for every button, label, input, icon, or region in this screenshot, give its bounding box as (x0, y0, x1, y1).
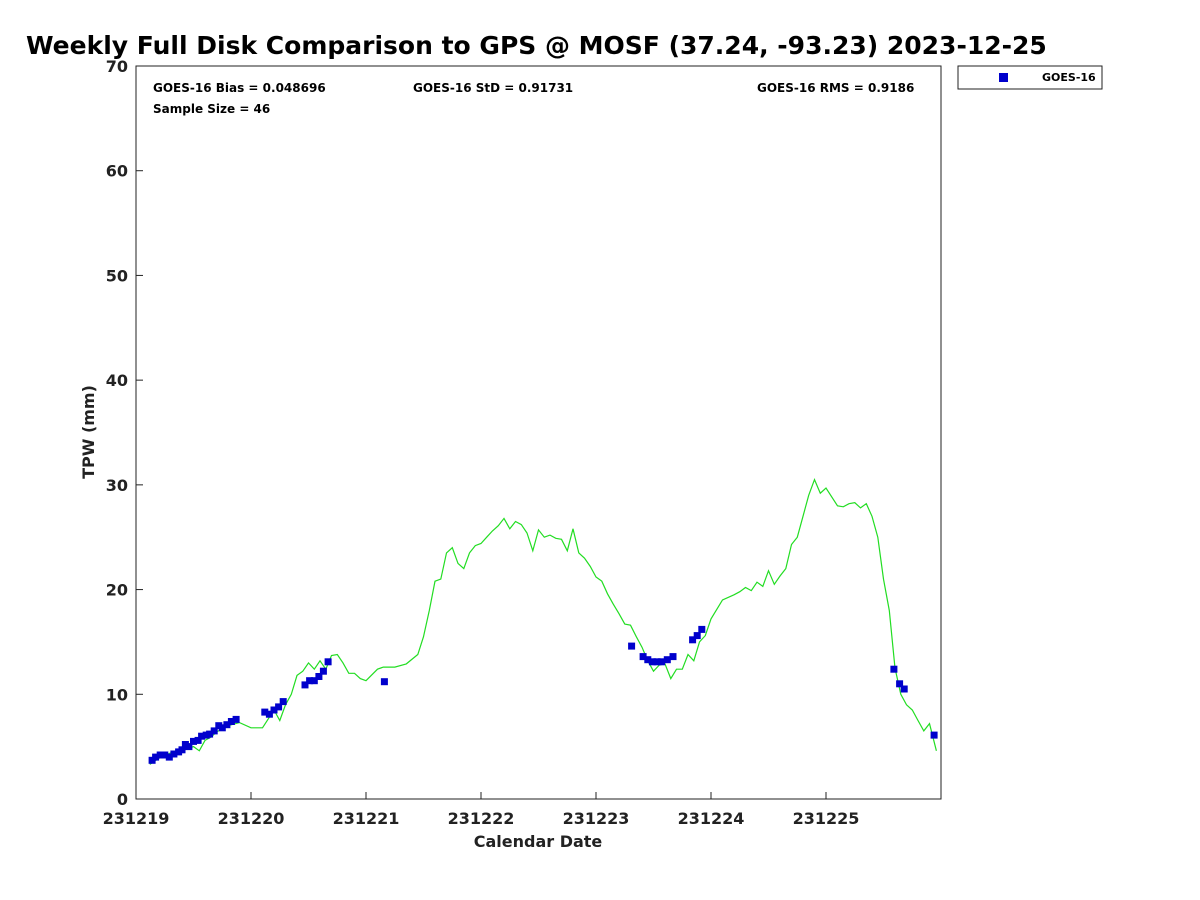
y-tick-label: 50 (106, 266, 128, 285)
data-point-goes16 (161, 751, 169, 759)
data-point-goes16 (306, 677, 314, 685)
data-point-goes16 (930, 731, 938, 739)
data-point-goes16 (185, 743, 193, 751)
data-point-goes16 (644, 656, 652, 664)
data-point-goes16 (210, 727, 218, 735)
y-tick-label: 30 (106, 476, 128, 495)
y-tick-label: 20 (106, 581, 128, 600)
stat-rms: GOES-16 RMS = 0.9186 (757, 81, 914, 95)
chart-title: Weekly Full Disk Comparison to GPS @ MOS… (26, 31, 1047, 60)
data-point-goes16 (693, 632, 701, 640)
y-tick-label: 70 (106, 57, 128, 76)
y-tick-label: 10 (106, 685, 128, 704)
data-point-goes16 (178, 746, 186, 754)
data-point-goes16 (301, 681, 309, 689)
data-point-goes16 (265, 710, 273, 718)
data-point-goes16 (194, 736, 202, 744)
y-tick-label: 40 (106, 371, 128, 390)
x-tick-label: 231221 (333, 809, 400, 828)
data-point-goes16 (628, 642, 636, 650)
stat-bias: GOES-16 Bias = 0.048696 (153, 81, 326, 95)
data-point-goes16 (669, 653, 677, 661)
series-line-gps (149, 477, 937, 765)
data-point-goes16 (310, 677, 318, 685)
x-tick-label: 231224 (678, 809, 745, 828)
x-tick-label: 231225 (793, 809, 860, 828)
data-point-goes16 (324, 658, 332, 666)
data-point-goes16 (227, 718, 235, 725)
data-point-goes16 (218, 724, 226, 732)
data-point-goes16 (639, 653, 647, 661)
data-point-goes16 (900, 685, 908, 693)
legend: GOES-16 (957, 65, 1103, 90)
data-point-goes16 (198, 732, 206, 740)
data-point-goes16 (689, 636, 697, 644)
data-point-goes16 (663, 656, 671, 664)
data-point-goes16 (156, 751, 164, 759)
y-tick-label: 0 (117, 790, 128, 809)
data-point-goes16 (275, 703, 283, 711)
data-point-goes16 (319, 667, 327, 675)
series-layer (148, 477, 938, 765)
x-tick-label: 231220 (218, 809, 285, 828)
y-axis-label: TPW (mm) (79, 385, 98, 479)
data-point-goes16 (890, 665, 898, 673)
data-point-goes16 (170, 750, 178, 758)
data-point-goes16 (190, 737, 197, 745)
data-point-goes16 (206, 730, 214, 738)
data-point-goes16 (232, 715, 240, 723)
axis-ticks: 0 10 20 30 40 50 60 70 231219 231220 231221 231222 2… (103, 57, 860, 828)
stat-std: GOES-16 StD = 0.91731 (413, 81, 573, 95)
x-tick-label: 231219 (103, 809, 170, 828)
data-point-goes16 (152, 753, 160, 761)
legend-marker-goes16 (999, 73, 1008, 82)
legend-box (957, 65, 1103, 90)
data-point-goes16 (653, 658, 661, 666)
data-point-goes16 (270, 706, 278, 714)
x-axis-label: Calendar Date (474, 832, 603, 851)
stat-sample-size: Sample Size = 46 (153, 102, 270, 116)
data-point-goes16 (261, 708, 269, 716)
data-point-goes16 (896, 680, 904, 688)
data-point-goes16 (315, 673, 323, 680)
data-point-goes16 (380, 678, 388, 686)
data-point-goes16 (223, 721, 231, 729)
x-tick-label: 231222 (448, 809, 515, 828)
plot-frame (135, 65, 942, 800)
x-tick-label: 231223 (563, 809, 630, 828)
legend-label-goes16: GOES-16 (1042, 71, 1096, 84)
y-tick-label: 60 (106, 162, 128, 181)
data-point-goes16 (165, 753, 173, 761)
data-point-goes16 (648, 658, 656, 666)
data-point-goes16 (698, 625, 706, 633)
data-point-goes16 (658, 658, 666, 666)
data-point-goes16 (279, 698, 287, 706)
